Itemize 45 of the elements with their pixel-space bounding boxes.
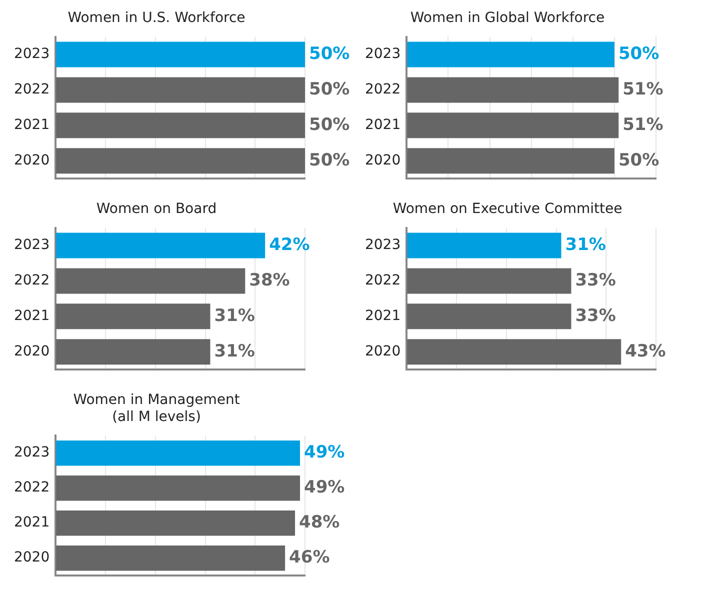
y-tick-label: 2023 — [14, 46, 50, 62]
y-tick-label: 2023 — [14, 237, 50, 254]
data-label: 51% — [622, 79, 664, 100]
chart-title: Women on Executive Committee — [392, 201, 622, 218]
y-tick-label: 2022 — [14, 82, 50, 98]
data-label: 42% — [269, 234, 310, 255]
data-label: 51% — [622, 114, 664, 135]
y-tick-label: 2022 — [364, 272, 401, 289]
y-tick-label: 2022 — [14, 272, 50, 289]
data-label: 31% — [214, 306, 255, 326]
y-tick-label: 2022 — [364, 82, 401, 98]
y-tick-label: 2023 — [364, 237, 401, 254]
data-label: 50% — [309, 114, 350, 135]
chart-title: Women in Management (all M levels) — [73, 392, 240, 425]
data-label: 50% — [618, 150, 660, 170]
chart-title: Women in U.S. Workforce — [68, 10, 246, 26]
y-tick-label: 2021 — [14, 117, 50, 134]
y-tick-label: 2021 — [14, 308, 50, 324]
y-tick-label: 2020 — [364, 152, 401, 169]
data-label: 50% — [309, 79, 350, 100]
data-label: 46% — [289, 548, 330, 568]
y-tick-label: 2020 — [14, 550, 50, 566]
y-tick-label: 2022 — [14, 480, 50, 496]
data-label: 31% — [214, 341, 255, 362]
data-label: 31% — [565, 234, 606, 255]
data-label: 33% — [575, 270, 616, 290]
data-label: 49% — [304, 442, 345, 463]
data-label: 38% — [249, 270, 290, 290]
y-tick-label: 2020 — [364, 344, 401, 360]
y-tick-label: 2021 — [364, 117, 401, 134]
data-label: 50% — [309, 150, 350, 170]
data-label: 50% — [618, 44, 660, 64]
y-tick-label: 2023 — [364, 46, 401, 62]
data-label: 50% — [309, 44, 350, 64]
y-tick-label: 2021 — [364, 308, 401, 324]
data-label: 49% — [304, 478, 345, 498]
y-tick-label: 2020 — [14, 152, 50, 169]
y-tick-label: 2020 — [14, 344, 50, 360]
data-label: 48% — [299, 512, 340, 533]
data-label: 43% — [625, 341, 666, 362]
y-tick-label: 2021 — [14, 514, 50, 531]
y-tick-label: 2023 — [14, 444, 50, 461]
data-label: 33% — [575, 306, 616, 326]
chart-title: Women on Board — [96, 201, 217, 218]
chart-title: Women in Global Workforce — [410, 10, 605, 26]
